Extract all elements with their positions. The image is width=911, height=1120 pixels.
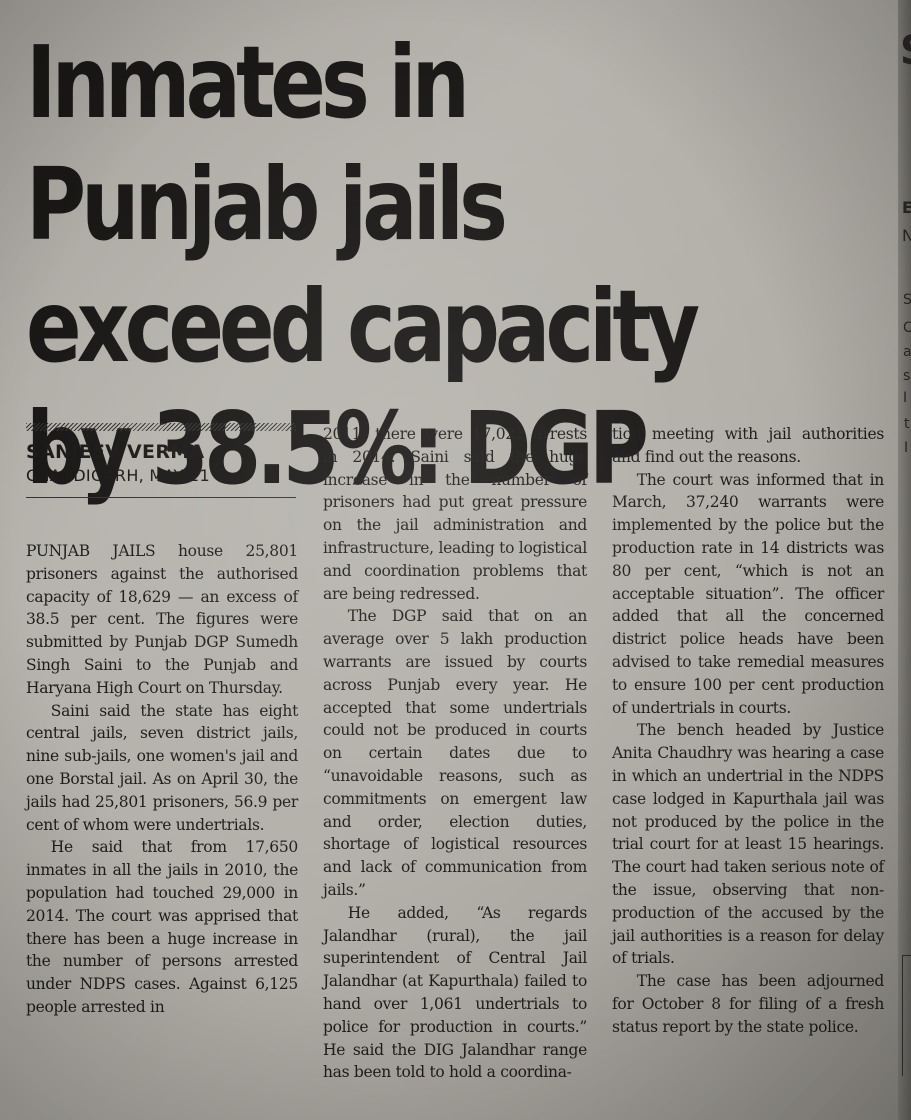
body-paragraph: He said that from 17,650 inmates in all … (26, 838, 298, 1016)
adjacent-page-edge (898, 0, 911, 1120)
body-paragraph: The court was informed that in March, 37… (612, 470, 884, 717)
body-paragraph: The case has been adjourned for October … (612, 972, 884, 1036)
edge-fragment: C (903, 320, 911, 336)
body-paragraph: The DGP said that on an average over 5 l… (323, 607, 587, 899)
article-column-3: tion meeting with jail authorities and f… (612, 423, 884, 1039)
edge-fragment: S (900, 28, 911, 74)
body-paragraph: Saini said the state has eight central j… (26, 701, 298, 834)
byline-rule (26, 497, 296, 498)
lead-text: house 25,801 prisoners against the autho… (26, 542, 298, 697)
article-column-1: PUNJAB JAILS house 25,801 prisoners agai… (26, 540, 298, 1019)
continued-paragraph: 2011, there were 17,022 arrests in 2014.… (323, 425, 587, 603)
adjacent-box-border (902, 955, 911, 1076)
hatched-rule (26, 423, 296, 431)
byline-author: SANJEEV VERMA (26, 441, 205, 463)
lead-paragraph: PUNJAB JAILS house 25,801 prisoners agai… (26, 540, 298, 700)
lead-caps: PUNJAB JAILS (26, 542, 156, 560)
edge-fragment: a (903, 344, 911, 360)
edge-fragment: s (903, 368, 911, 384)
article-column-2: 2011, there were 17,022 arrests in 2014.… (323, 423, 587, 1084)
headline: Inmates in Punjab jails exceed capacity … (26, 24, 700, 507)
edge-fragment: N (902, 226, 911, 245)
edge-fragment: I (903, 390, 908, 406)
byline-dateline: CHANDIGARH, MAY 21 (26, 466, 210, 485)
edge-fragment: E (902, 198, 911, 217)
edge-fragment: S (903, 292, 911, 308)
byline: SANJEEV VERMA CHANDIGARH, MAY 21 (26, 440, 306, 485)
edge-fragment: I (904, 440, 909, 456)
continued-paragraph: tion meeting with jail authorities and f… (612, 425, 884, 466)
body-paragraph: He added, “As regards Jalandhar (rural),… (323, 903, 587, 1082)
body-paragraph: The bench headed by Justice Anita Chaudh… (612, 721, 884, 968)
edge-fragment: t (904, 416, 910, 432)
